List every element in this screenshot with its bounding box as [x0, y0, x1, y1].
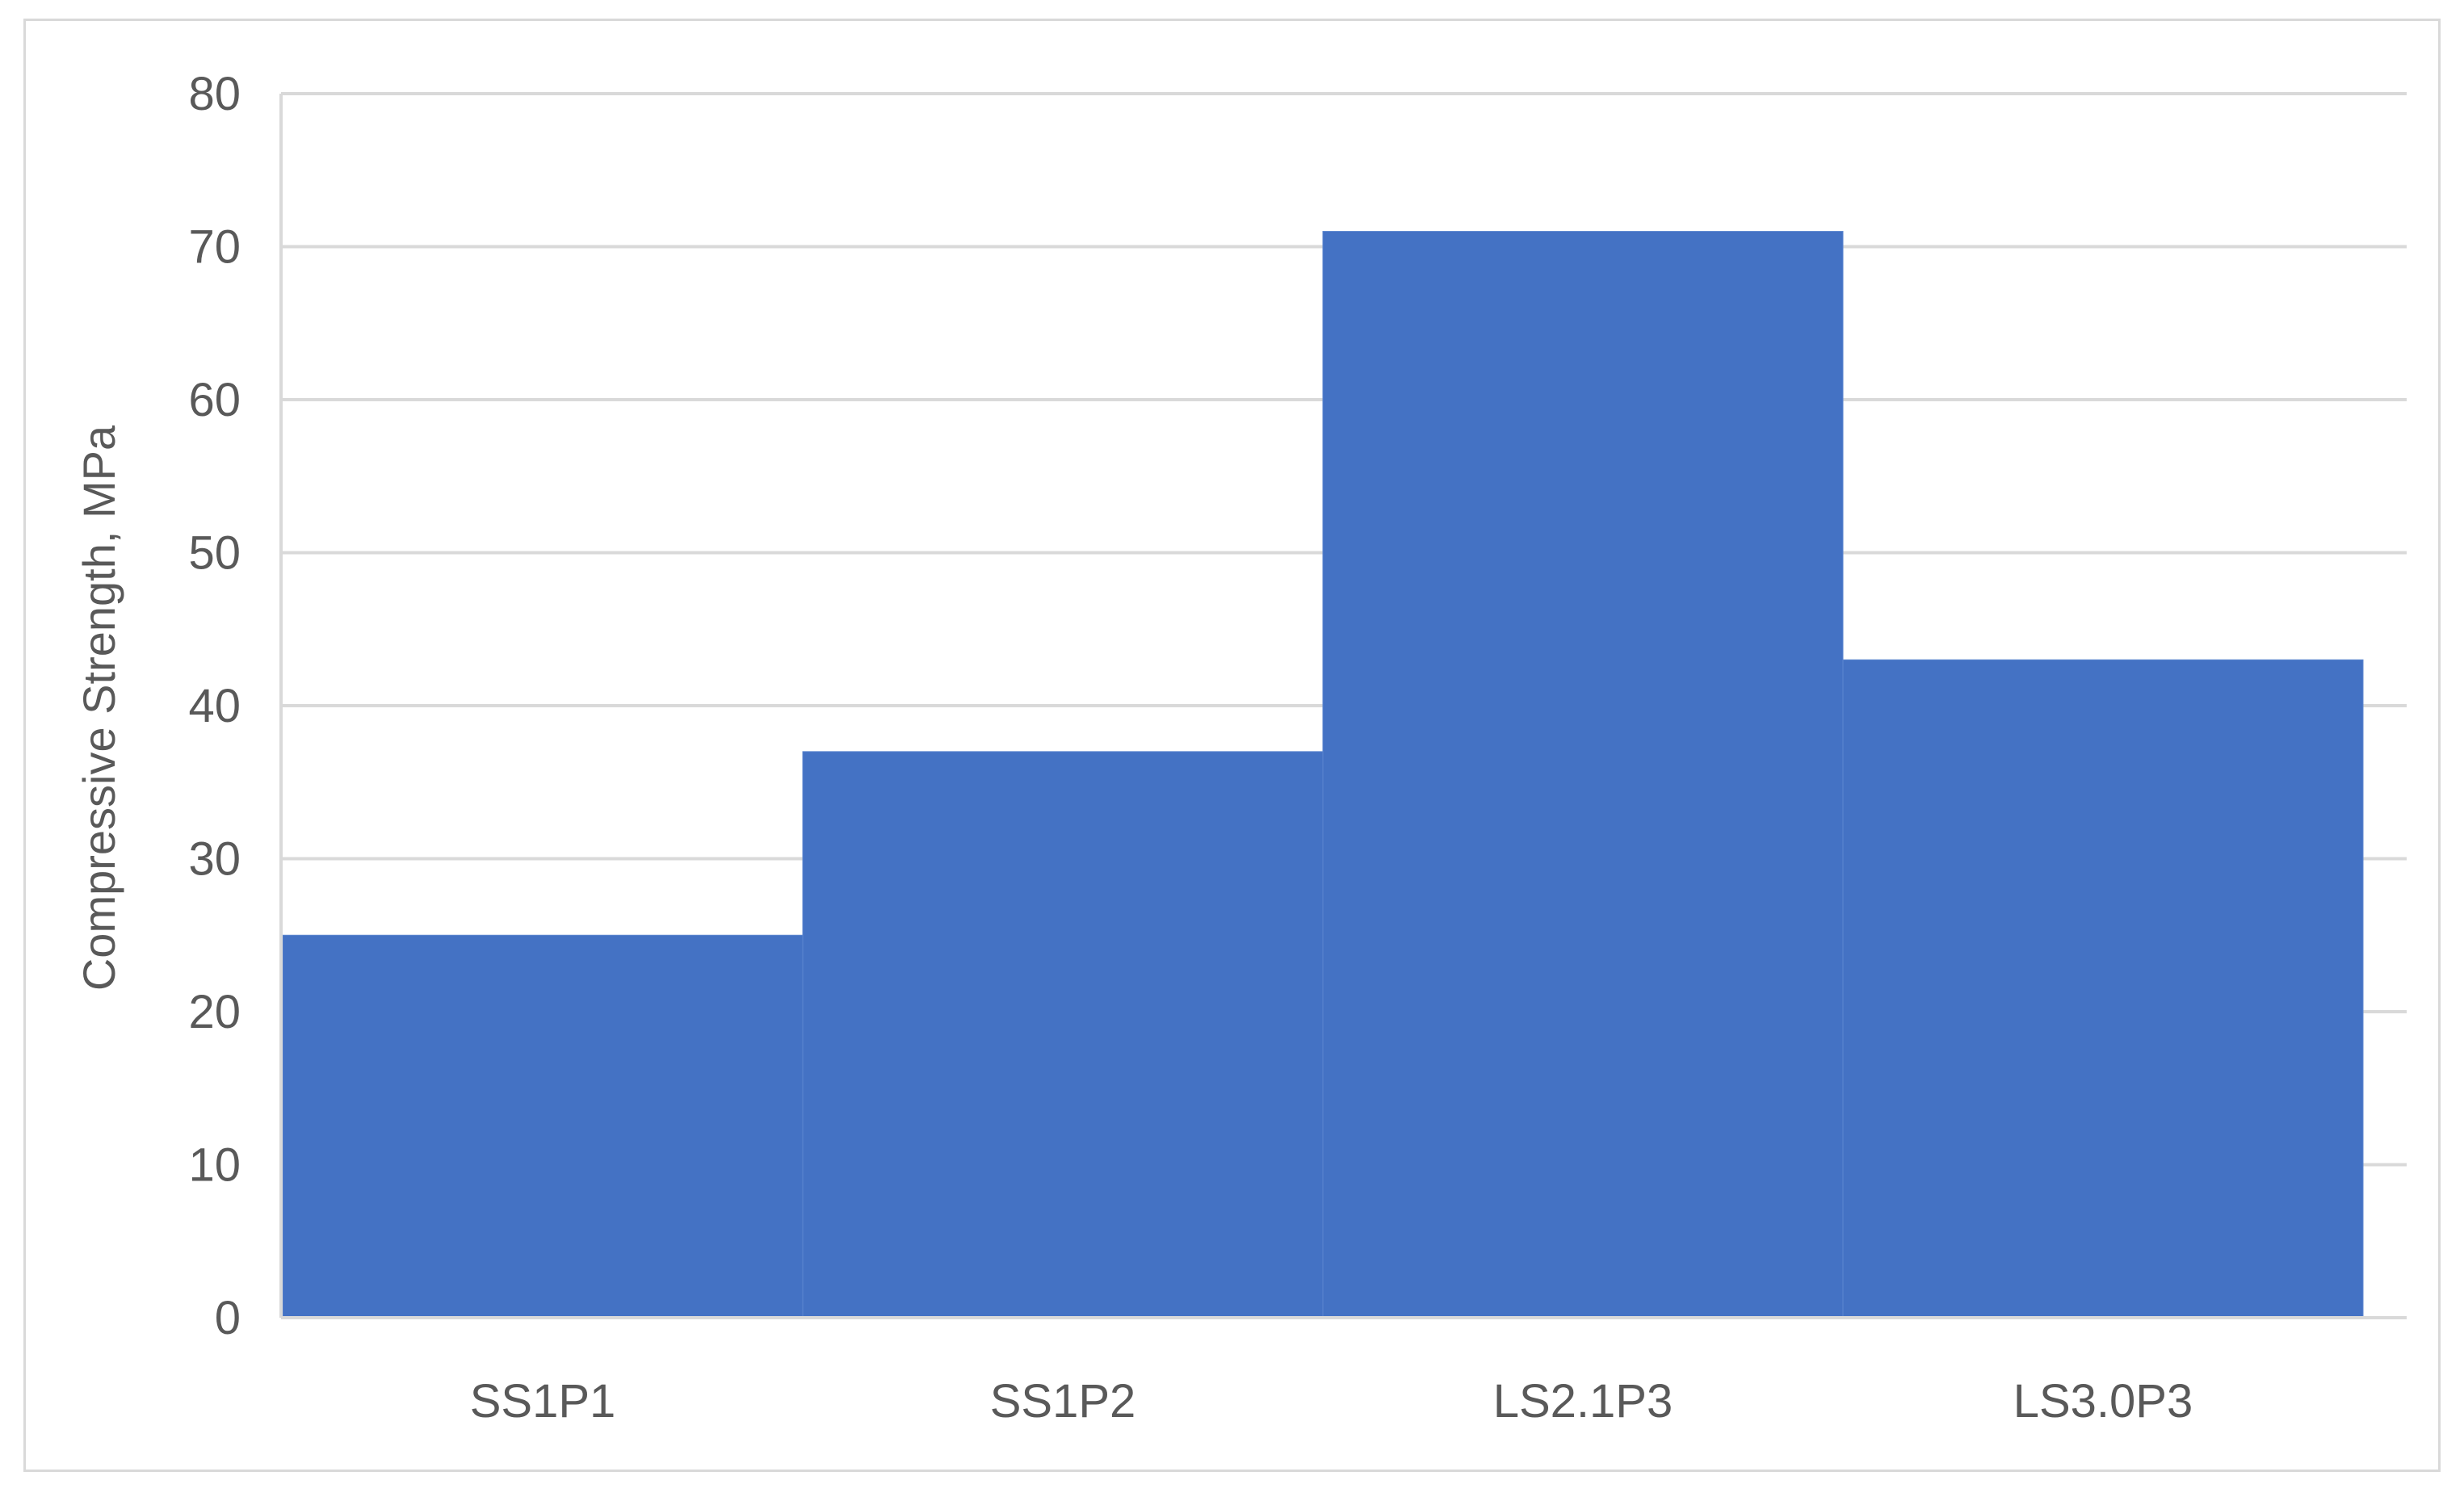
bars	[282, 231, 2364, 1319]
y-tick-label: 40	[188, 680, 241, 732]
y-tick-label: 10	[188, 1139, 241, 1192]
x-tick-label: SS1P1	[470, 1375, 616, 1428]
x-tick-label: LS3.0P3	[2013, 1375, 2193, 1428]
x-tick-label: SS1P2	[990, 1375, 1136, 1428]
bar-ls2-1p3	[1322, 231, 1844, 1319]
bar-ss1p2	[802, 751, 1324, 1319]
y-tick-label: 50	[188, 527, 241, 580]
y-axis-title: Compressive Strength, MPa	[73, 425, 124, 991]
y-tick-label: 60	[188, 374, 241, 426]
y-tick-label: 30	[188, 833, 241, 886]
labels: 0 10 20 30 40 50 60 70 80 SS1P1 SS1P2 LS2.1P3 LS3.0P…	[188, 68, 2193, 1428]
bar-ls3-0p3	[1842, 659, 2364, 1319]
y-tick-label: 70	[188, 221, 241, 274]
y-tick-label: 20	[188, 986, 241, 1038]
x-tick-label: LS2.1P3	[1493, 1375, 1673, 1428]
axes	[279, 94, 2407, 1319]
bar-ss1p1	[282, 934, 804, 1319]
y-tick-label: 0	[215, 1292, 241, 1344]
y-tick-label: 80	[188, 68, 241, 120]
